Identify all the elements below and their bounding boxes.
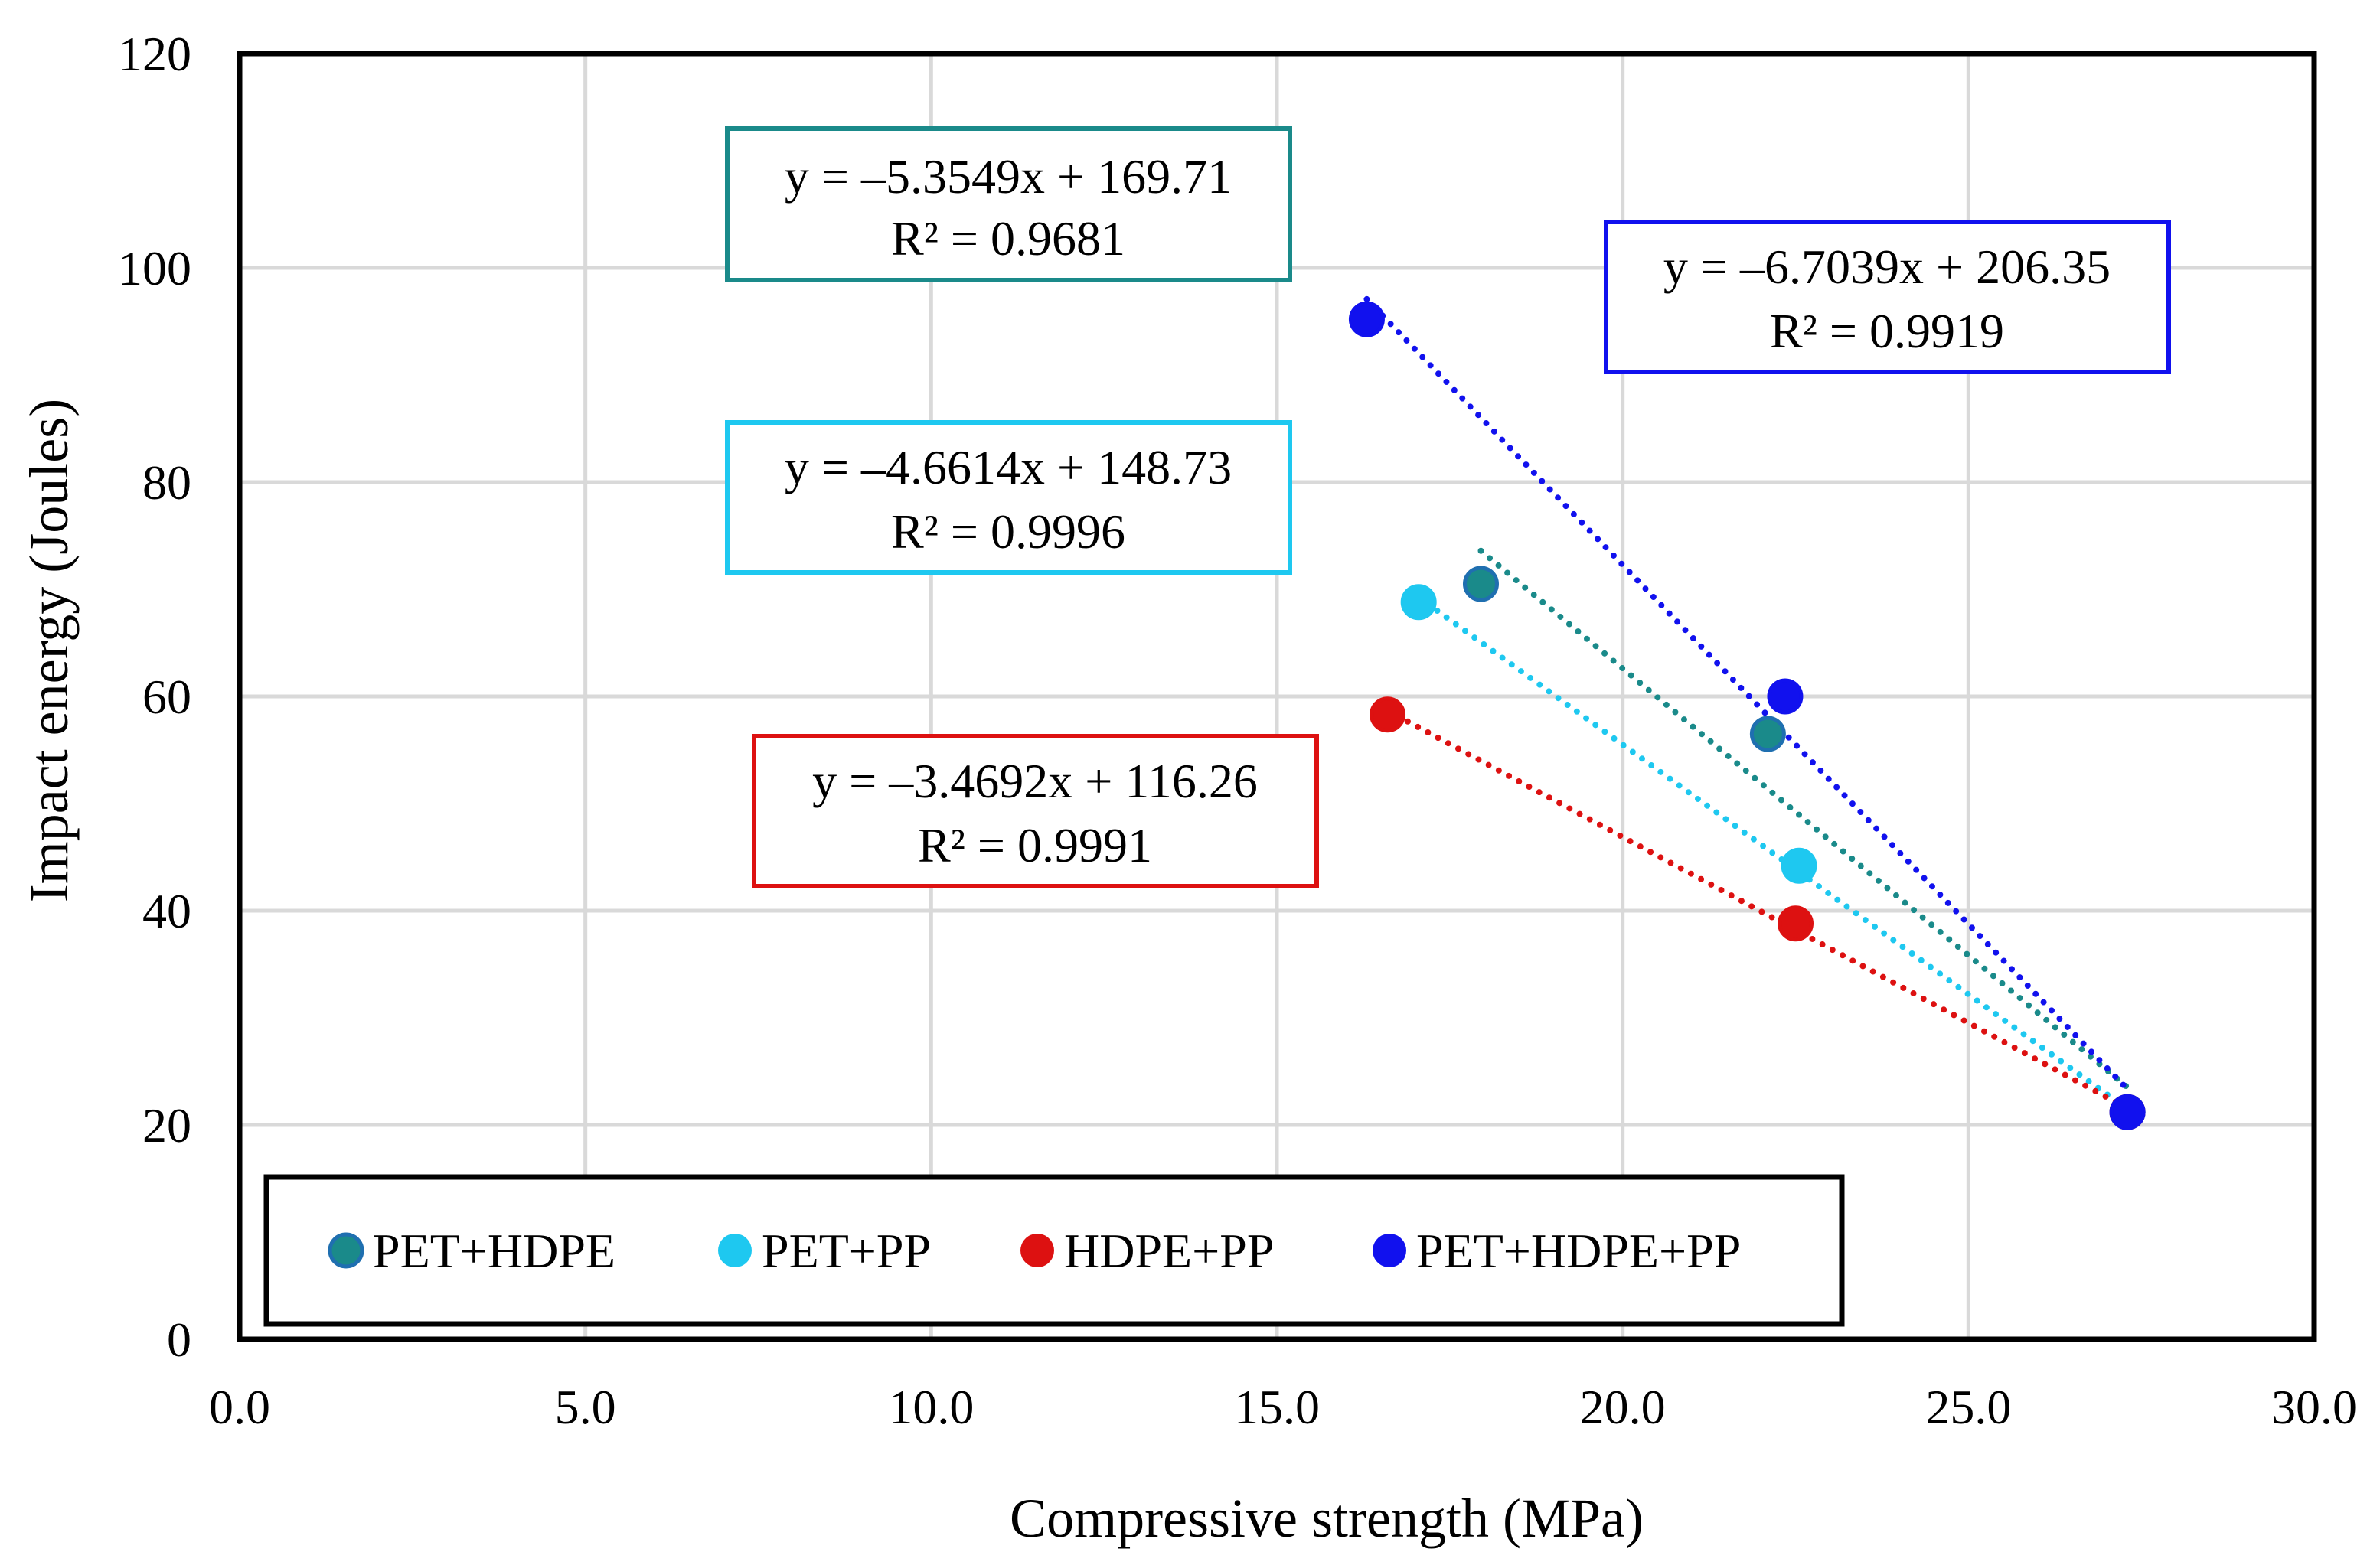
equation-pet-hdpe: y = –5.3549x + 169.71	[785, 149, 1232, 204]
equation-box-pet-hdpe: y = –5.3549x + 169.71 R² = 0.9681	[725, 126, 1292, 282]
legend-label-pet-pp: PET+PP	[762, 1224, 931, 1278]
r-squared-hdpe-pp: R² = 0.9991	[918, 818, 1152, 872]
x-tick-label: 10.0	[888, 1380, 974, 1434]
y-tick-label: 20	[142, 1098, 191, 1153]
x-axis-title: Compressive strength (MPa)	[1010, 1488, 1644, 1549]
legend-label-pet-hdpe-pp: PET+HDPE+PP	[1416, 1224, 1741, 1278]
plot-area-border	[237, 51, 2317, 1342]
trendline-pet-pp	[1415, 594, 2131, 1113]
r-squared-pet-hdpe-pp: R² = 0.9919	[1770, 304, 2004, 358]
x-tick-label: 25.0	[1925, 1380, 2011, 1434]
trendline-pet-hdpe	[1477, 547, 2131, 1091]
point-pet-hdpe	[1462, 566, 1499, 602]
equation-pet-hdpe-pp: y = –6.7039x + 206.35	[1663, 240, 2111, 294]
x-tick-label: 30.0	[2271, 1380, 2357, 1434]
legend-marker-pet-pp	[718, 1234, 752, 1267]
equation-pet-pp: y = –4.6614x + 148.73	[785, 440, 1232, 494]
x-axis-ticks: 0.0 5.0 10.0 15.0 20.0 25.0 30.0	[209, 1380, 2357, 1434]
legend-marker-pet-hdpe	[328, 1232, 364, 1269]
equation-box-pet-pp: y = –4.6614x + 148.73 R² = 0.9996	[725, 420, 1292, 575]
r-squared-pet-pp: R² = 0.9996	[891, 504, 1125, 559]
x-tick-label: 20.0	[1580, 1380, 1666, 1434]
r-squared-pet-hdpe: R² = 0.9681	[891, 211, 1125, 266]
y-tick-label: 100	[118, 241, 191, 295]
y-tick-label: 40	[142, 884, 191, 938]
y-axis-title: Impact energy (Joules)	[18, 399, 80, 902]
point-pet-hdpe-pp	[1767, 678, 1804, 715]
point-pet-hdpe-pp	[2109, 1094, 2146, 1130]
point-hdpe-pp	[1778, 905, 1814, 942]
point-pet-hdpe	[1749, 716, 1786, 752]
legend-label-hdpe-pp: HDPE+PP	[1064, 1224, 1274, 1278]
legend-marker-hdpe-pp	[1020, 1234, 1054, 1267]
point-pet-pp	[1781, 847, 1817, 884]
data-points	[1348, 301, 2146, 1130]
legend: PET+HDPE PET+PP HDPE+PP PET+HDPE+PP	[263, 1174, 1845, 1327]
x-tick-label: 0.0	[209, 1380, 270, 1434]
point-pet-hdpe-pp	[1348, 301, 1385, 337]
x-tick-label: 5.0	[555, 1380, 616, 1434]
trendline-hdpe-pp	[1384, 707, 2131, 1112]
equation-box-hdpe-pp: y = –3.4692x + 116.26 R² = 0.9991	[752, 734, 1319, 888]
x-tick-label: 15.0	[1234, 1380, 1320, 1434]
equation-hdpe-pp: y = –3.4692x + 116.26	[812, 754, 1258, 808]
y-tick-label: 120	[118, 27, 191, 81]
equation-box-pet-hdpe-pp: y = –6.7039x + 206.35 R² = 0.9919	[1604, 220, 2171, 374]
trendlines	[1363, 295, 2131, 1113]
point-hdpe-pp	[1370, 696, 1406, 733]
y-axis-ticks: 0 20 40 60 80 100 120	[118, 27, 191, 1367]
point-pet-pp	[1400, 584, 1437, 621]
legend-marker-pet-hdpe-pp	[1373, 1234, 1406, 1267]
y-tick-label: 80	[142, 455, 191, 510]
legend-label-pet-hdpe: PET+HDPE	[373, 1224, 615, 1278]
y-tick-label: 0	[167, 1312, 191, 1367]
trendline-pet-hdpe-pp	[1363, 295, 2131, 1093]
y-tick-label: 60	[142, 670, 191, 724]
